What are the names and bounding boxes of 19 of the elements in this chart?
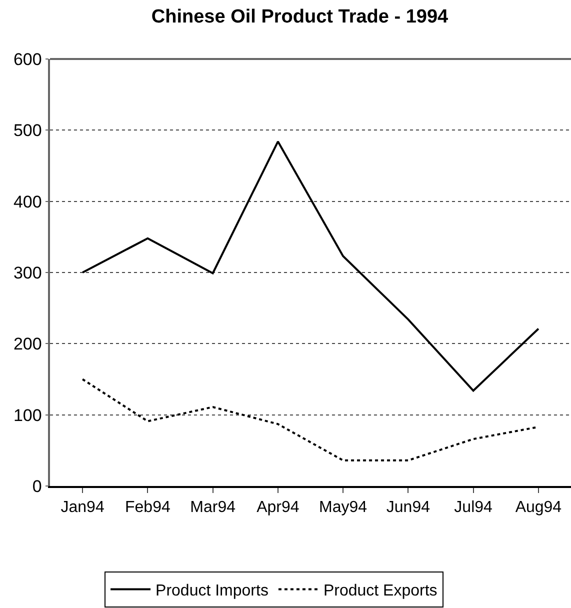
- x-tick-label: Apr94: [256, 499, 300, 516]
- y-tick-label: 300: [13, 263, 42, 282]
- x-tick-label: Jul94: [454, 499, 493, 516]
- x-tick-label: May94: [319, 499, 368, 516]
- legend-label: Product Imports: [156, 582, 268, 600]
- x-tick-label: Aug94: [515, 499, 562, 516]
- y-tick-label: 500: [13, 121, 42, 140]
- y-tick-label: 200: [13, 334, 42, 354]
- legend-label: Product Exports: [323, 582, 438, 600]
- y-tick-label: 600: [13, 50, 42, 69]
- x-tick-label: Mar94: [190, 499, 236, 516]
- x-tick-label: Jun94: [386, 499, 430, 516]
- y-tick-label: 0: [32, 476, 42, 496]
- x-tick-label: Feb94: [125, 499, 170, 516]
- y-tick-label: 100: [13, 406, 42, 425]
- x-tick-label: Jan94: [60, 499, 104, 516]
- line-series: [82, 140, 540, 392]
- chart-title: Chinese Oil Product Trade - 1994: [151, 6, 449, 28]
- y-tick-label: 400: [13, 192, 42, 212]
